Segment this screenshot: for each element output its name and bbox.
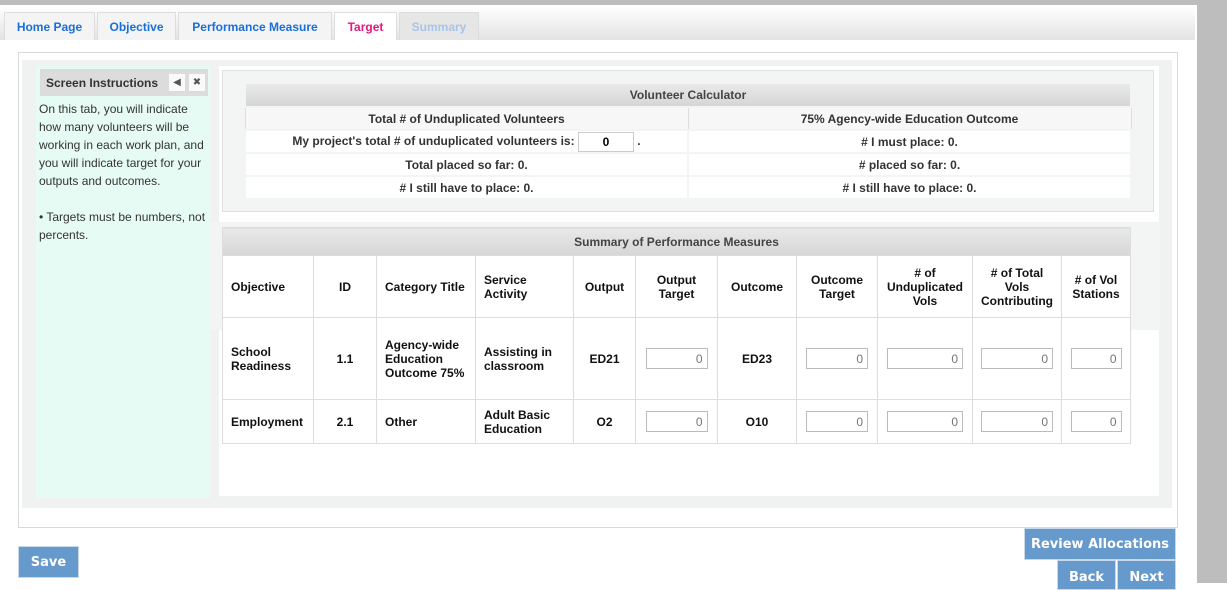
instructions-panel [36, 66, 210, 498]
cell-output: O2 [573, 399, 636, 444]
cell-outcome: ED23 [717, 317, 797, 400]
cell-category: Other [376, 399, 476, 444]
col-unduplicated: # of Unduplicated Vols [877, 255, 973, 318]
col-id: ID [313, 255, 377, 318]
right-still-to-place: # I still have to place: 0. [687, 175, 1132, 200]
col-outcome: Outcome [717, 255, 797, 318]
vol-stations-input[interactable] [1070, 348, 1122, 369]
summary-title: Summary of Performance Measures [222, 227, 1131, 256]
col-stations: # of Vol Stations [1061, 255, 1131, 318]
cell-outcome: O10 [717, 399, 797, 444]
tab-target[interactable]: Target [334, 12, 397, 40]
unduplicated-vols-input[interactable] [887, 411, 963, 432]
volunteer-input-label: My project's total # of unduplicated vol… [292, 133, 575, 148]
col-output-target: Output Target [635, 255, 718, 318]
col-output: Output [573, 255, 636, 318]
col-activity: Service Activity [475, 255, 574, 318]
next-button[interactable]: Next [1117, 560, 1176, 590]
collapse-icon[interactable]: ◀ [169, 74, 185, 91]
left-header: Total # of Unduplicated Volunteers [244, 106, 689, 131]
instructions-bullet: • Targets must be numbers, not percents. [39, 210, 206, 242]
total-placed: Total placed so far: 0. [244, 152, 689, 177]
output-target-input[interactable] [645, 411, 708, 432]
col-total-vols: # of Total Vols Contributing [972, 255, 1062, 318]
volunteer-calculator: Volunteer Calculator Total # of Unduplic… [244, 82, 1132, 200]
total-vols-input[interactable] [981, 411, 1053, 432]
cell-output: ED21 [573, 317, 636, 400]
table-row: Employment 2.1 Other Adult Basic Educati… [222, 399, 1131, 444]
cell-id: 1.1 [313, 317, 377, 400]
table-row: School Readiness 1.1 Agency-wide Educati… [222, 317, 1131, 400]
cell-activity: Adult Basic Education [475, 399, 574, 444]
unduplicated-vols-input[interactable] [887, 348, 963, 369]
cell-objective: School Readiness [222, 317, 314, 400]
cell-category: Agency-wide Education Outcome 75% [376, 317, 476, 400]
right-header: 75% Agency-wide Education Outcome [687, 106, 1132, 131]
outcome-target-input[interactable] [806, 348, 868, 369]
total-vols-input[interactable] [981, 348, 1053, 369]
placed-so-far: # placed so far: 0. [687, 152, 1132, 177]
output-target-input[interactable] [645, 348, 708, 369]
review-allocations-button[interactable]: Review Allocations [1024, 528, 1176, 560]
col-outcome-target: Outcome Target [796, 255, 878, 318]
close-icon[interactable]: ✖ [189, 74, 205, 91]
save-button[interactable]: Save [18, 546, 79, 578]
total-volunteers-input[interactable] [577, 131, 634, 152]
volunteer-input-row: My project's total # of unduplicated vol… [244, 129, 689, 154]
outcome-target-input[interactable] [806, 411, 868, 432]
must-place: # I must place: 0. [687, 129, 1132, 154]
input-suffix: . [637, 133, 641, 148]
tab-summary[interactable]: Summary [399, 12, 479, 40]
back-button[interactable]: Back [1057, 560, 1116, 590]
cell-id: 2.1 [313, 399, 377, 444]
scrollbar[interactable] [1197, 0, 1227, 583]
vol-stations-input[interactable] [1070, 411, 1122, 432]
cell-objective: Employment [222, 399, 314, 444]
left-still-to-place: # I still have to place: 0. [244, 175, 689, 200]
cell-activity: Assisting in classroom [475, 317, 574, 400]
tab-performance-measure[interactable]: Performance Measure [178, 12, 332, 40]
tab-home-page[interactable]: Home Page [4, 12, 95, 40]
tab-objective[interactable]: Objective [97, 12, 176, 40]
calculator-title: Volunteer Calculator [244, 82, 1132, 108]
col-objective: Objective [222, 255, 314, 318]
instructions-text: On this tab, you will indicate how many … [39, 100, 209, 244]
top-bar [0, 0, 1197, 5]
summary-table: Summary of Performance Measures Objectiv… [222, 227, 1131, 444]
instructions-paragraph: On this tab, you will indicate how many … [39, 102, 204, 188]
col-category: Category Title [376, 255, 476, 318]
